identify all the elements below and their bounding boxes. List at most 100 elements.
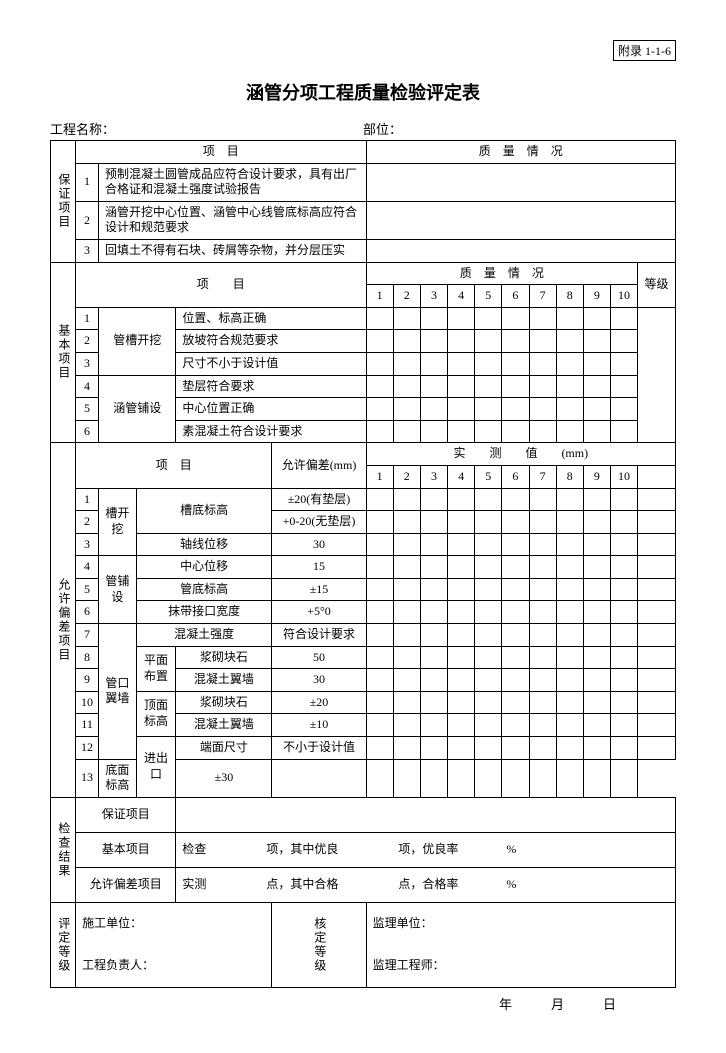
tol-item-header: 项 目 — [76, 443, 272, 488]
tol-allow: ±20(有垫层) — [272, 488, 366, 511]
tol-allow: 不小于设计值 — [272, 737, 366, 760]
tol-allow: 符合设计要求 — [272, 624, 366, 647]
part-label: 部位： — [363, 119, 676, 138]
tol-item: 底面标高 — [99, 759, 137, 797]
col-num: 3 — [420, 285, 447, 308]
col-num: 2 — [393, 465, 420, 488]
col-num: 4 — [448, 285, 475, 308]
check-text — [176, 797, 676, 832]
col-num: 4 — [448, 465, 475, 488]
basic-row-4: 4 涵管铺设 垫层符合要求 — [51, 375, 676, 398]
assurance-header: 保证项目 项 目 质 量 情 况 — [51, 141, 676, 164]
row-num: 4 — [76, 556, 99, 579]
page-title: 涵管分项工程质量检验评定表 — [50, 79, 676, 105]
row-num: 1 — [76, 163, 99, 201]
col-num: 3 — [420, 465, 447, 488]
row-num: 2 — [76, 511, 99, 534]
col-num: 2 — [393, 285, 420, 308]
project-name-label: 工程名称： — [50, 119, 363, 138]
tol-allow: 30 — [272, 533, 366, 556]
assurance-side: 保证项目 — [51, 141, 76, 263]
row-num: 6 — [76, 601, 99, 624]
row-num: 1 — [76, 488, 99, 511]
eval-row-1: 评定等级 施工单位： 核定等级 监理单位： — [51, 902, 676, 945]
row-num: 9 — [76, 669, 99, 692]
tol-item: 混凝土强度 — [136, 624, 272, 647]
col-num: 5 — [475, 465, 502, 488]
check-text: 检查 项，其中优良 项，优良率 % — [176, 832, 676, 867]
tol-row-5: 5 管底标高 ±15 — [51, 578, 676, 601]
check-label: 允许偏差项目 — [76, 867, 176, 902]
assurance-item: 预制混凝土圆管成品应符合设计要求，具有出厂合格证和混凝土强度试验报告 — [99, 163, 367, 201]
assurance-row-3: 3 回填土不得有石块、砖屑等杂物，并分层压实 — [51, 239, 676, 262]
basic-item: 尺寸不小于设计值 — [176, 352, 366, 375]
basic-header-1: 基本项目 项 目 质 量 情 况 等级 — [51, 262, 676, 285]
tol-item: 浆砌块石 — [176, 646, 272, 669]
basic-row-1: 1 管槽开挖 位置、标高正确 — [51, 307, 676, 330]
eval-right: 监理单位： — [366, 902, 675, 945]
tol-g3c: 进出口 — [136, 737, 176, 798]
col-num: 7 — [529, 465, 556, 488]
basic-item: 垫层符合要求 — [176, 375, 366, 398]
check-row-3: 允许偏差项目 实测 点，其中合格 点，合格率 % — [51, 867, 676, 902]
col-num: 7 — [529, 285, 556, 308]
tol-row-10: 10 顶面标高 浆砌块石 ±20 — [51, 691, 676, 714]
tol-item: 抹带接口宽度 — [136, 601, 272, 624]
tol-allow: +0-20(无垫层) — [272, 511, 366, 534]
tol-measured-header: 实 测 值 (mm) — [366, 443, 675, 466]
check-row-1: 检查结果 保证项目 — [51, 797, 676, 832]
main-table: 保证项目 项 目 质 量 情 况 1 预制混凝土圆管成品应符合设计要求，具有出厂… — [50, 140, 676, 988]
tol-allow: 50 — [272, 646, 366, 669]
row-num: 5 — [76, 578, 99, 601]
tol-item: 中心位移 — [136, 556, 272, 579]
row-num: 4 — [76, 375, 99, 398]
tol-item: 管底标高 — [136, 578, 272, 601]
row-num: 2 — [76, 201, 99, 239]
tol-item: 浆砌块石 — [176, 691, 272, 714]
row-num: 6 — [76, 420, 99, 443]
basic-item: 中心位置正确 — [176, 398, 366, 421]
tol-item: 混凝土翼墙 — [176, 669, 272, 692]
basic-quality-header: 质 量 情 况 — [366, 262, 638, 285]
tol-allow: ±15 — [272, 578, 366, 601]
tol-item: 轴线位移 — [136, 533, 272, 556]
assurance-item: 回填土不得有石块、砖屑等杂物，并分层压实 — [99, 239, 367, 262]
col-num: 6 — [502, 465, 529, 488]
tol-allow: ±30 — [176, 759, 272, 797]
assurance-item-header: 项 目 — [76, 141, 367, 164]
tol-allow: 30 — [272, 669, 366, 692]
header-meta: 工程名称： 部位： — [50, 119, 676, 138]
eval-left: 工程负责人： — [76, 945, 272, 988]
tol-row-4: 4 管铺设 中心位移 15 — [51, 556, 676, 579]
check-row-2: 基本项目 检查 项，其中优良 项，优良率 % — [51, 832, 676, 867]
basic-group2: 涵管铺设 — [99, 375, 176, 443]
tol-row-7: 7 管口翼墙 混凝土强度 符合设计要求 — [51, 624, 676, 647]
basic-group1: 管槽开挖 — [99, 307, 176, 375]
assurance-row-2: 2 涵管开挖中心位置、涵管中心线管底标高应符合设计和规范要求 — [51, 201, 676, 239]
assurance-item: 涵管开挖中心位置、涵管中心线管底标高应符合设计和规范要求 — [99, 201, 367, 239]
eval-right: 监理工程师： — [366, 945, 675, 988]
assurance-cell — [366, 163, 675, 201]
row-num: 11 — [76, 714, 99, 737]
col-blank — [638, 465, 676, 488]
col-num: 5 — [475, 285, 502, 308]
row-num: 7 — [76, 624, 99, 647]
col-num: 8 — [556, 285, 583, 308]
date-line: 年 月 日 — [50, 994, 676, 1013]
tol-row-1: 1 槽开挖 槽底标高 ±20(有垫层) — [51, 488, 676, 511]
assurance-cell — [366, 201, 675, 239]
tol-g3: 管口翼墙 — [99, 624, 137, 760]
tol-row-12: 12 进出口 端面尺寸 不小于设计值 — [51, 737, 676, 760]
tol-allow: 15 — [272, 556, 366, 579]
row-num: 3 — [76, 239, 99, 262]
assurance-quality-header: 质 量 情 况 — [366, 141, 675, 164]
col-num: 10 — [610, 285, 637, 308]
tol-g2: 管铺设 — [99, 556, 137, 624]
col-num: 9 — [583, 285, 610, 308]
tol-g3b: 顶面标高 — [136, 691, 176, 736]
basic-item: 位置、标高正确 — [176, 307, 366, 330]
tol-item: 混凝土翼墙 — [176, 714, 272, 737]
check-text: 实测 点，其中合格 点，合格率 % — [176, 867, 676, 902]
tol-g3a: 平面布置 — [136, 646, 176, 691]
tol-allow-header: 允许偏差(mm) — [272, 443, 366, 488]
